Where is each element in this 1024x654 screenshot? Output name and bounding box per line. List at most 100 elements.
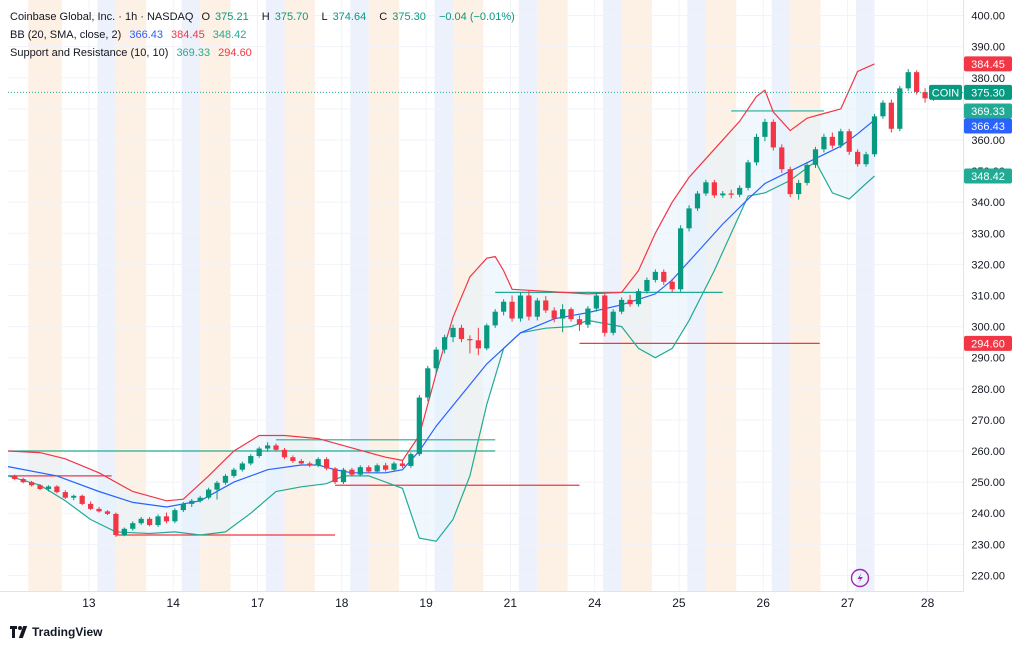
candle — [290, 455, 296, 463]
bb-upper-tag: 384.45 — [964, 56, 1012, 72]
candle-body — [79, 495, 85, 504]
candle-body — [383, 465, 389, 470]
candle-body — [551, 310, 557, 319]
candle — [534, 297, 540, 321]
bb-lower-tag-bg — [964, 168, 1012, 184]
candle-body — [914, 72, 920, 93]
candle — [163, 512, 170, 524]
candle — [728, 189, 734, 199]
candle-body — [686, 208, 692, 229]
candle-body — [635, 291, 642, 305]
candle-body — [222, 475, 229, 483]
candle — [846, 128, 852, 155]
candle — [12, 474, 18, 481]
candle — [374, 463, 380, 474]
tradingview-logo-icon — [10, 626, 28, 638]
candle-body — [610, 311, 616, 333]
candle — [509, 295, 515, 322]
price-tick-label: 220.00 — [971, 570, 1005, 582]
candle — [652, 269, 658, 283]
candle — [433, 347, 439, 374]
close-value: 375.30 — [392, 11, 426, 23]
price-tick-label: 400.00 — [971, 11, 1005, 23]
candle — [838, 128, 844, 149]
sr-resistance-value: 369.33 — [176, 47, 211, 59]
candle-body — [644, 279, 650, 292]
candle-body — [509, 301, 515, 319]
time-tick-label: 26 — [757, 596, 771, 610]
candle-body — [450, 327, 456, 338]
candle — [661, 269, 667, 285]
candle-body — [146, 518, 153, 526]
candle-body — [214, 482, 220, 490]
candle-body — [138, 518, 144, 524]
candle-body — [829, 136, 835, 146]
candle — [20, 477, 26, 484]
candle-body — [796, 182, 802, 195]
price-tick-label: 250.00 — [971, 477, 1005, 489]
candle — [576, 315, 583, 331]
candle — [146, 516, 153, 527]
candle-body — [501, 301, 507, 312]
candle — [753, 133, 760, 166]
candle-body — [821, 136, 827, 150]
tradingview-footer[interactable]: TradingView — [10, 625, 102, 639]
candle — [104, 510, 111, 516]
legend-bb-row[interactable]: BB (20, SMA, close, 2) 366.43 384.45 348… — [10, 26, 520, 44]
open-value: 375.21 — [215, 11, 249, 23]
legend-sr-row[interactable]: Support and Resistance (10, 10) 369.33 2… — [10, 44, 520, 62]
change-value: −0.04 (−0.01%) — [438, 11, 515, 23]
candle — [340, 467, 347, 484]
time-tick-label: 27 — [841, 596, 855, 610]
candle-body — [163, 516, 170, 522]
candle — [442, 334, 448, 354]
candle — [686, 205, 692, 232]
candle-body — [728, 193, 734, 195]
candle-body — [703, 182, 709, 194]
replay-icon[interactable] — [850, 568, 870, 588]
bb-lower-value: 348.42 — [212, 29, 247, 41]
candle — [880, 100, 886, 119]
candle-body — [517, 295, 524, 319]
candle-body — [568, 309, 574, 320]
candle-body — [433, 349, 439, 369]
bb-upper-tag-bg — [964, 56, 1012, 72]
price-tick-label: 290.00 — [971, 353, 1005, 365]
candle — [787, 166, 793, 198]
legend-symbol-row[interactable]: Coinbase Global, Inc. · 1h · NASDAQ O 375… — [10, 8, 520, 26]
price-tick-label: 320.00 — [971, 259, 1005, 271]
candle-body — [366, 467, 372, 472]
candle-body — [762, 121, 768, 137]
support-tag-text: 294.60 — [971, 338, 1005, 350]
high-value: 375.70 — [274, 11, 309, 23]
candle-body — [12, 475, 18, 480]
candle — [214, 480, 220, 500]
candle-body — [96, 508, 102, 512]
price-tick-label: 270.00 — [971, 415, 1005, 427]
candle-body — [737, 187, 743, 195]
candle — [264, 442, 271, 452]
candle-body — [298, 460, 304, 464]
time-tick-label: 28 — [921, 596, 935, 610]
bb-upper-value: 384.45 — [171, 29, 205, 41]
candle-body — [197, 497, 203, 501]
candle — [138, 516, 144, 526]
candle — [273, 443, 279, 452]
candle-body — [324, 459, 330, 469]
candle-body — [922, 92, 928, 99]
bollinger-band-fill — [8, 63, 875, 542]
candle-body — [104, 511, 111, 514]
price-tick-label: 310.00 — [971, 291, 1005, 303]
candle-body — [804, 164, 810, 183]
candle — [871, 113, 878, 157]
candle — [914, 70, 920, 95]
low-label: L — [321, 11, 328, 23]
candle — [357, 465, 363, 477]
price-tick-label: 280.00 — [971, 384, 1005, 396]
candle — [619, 297, 625, 315]
candle-body — [45, 486, 52, 489]
candle — [71, 494, 77, 501]
candle-body — [627, 299, 633, 305]
candle — [779, 144, 785, 173]
